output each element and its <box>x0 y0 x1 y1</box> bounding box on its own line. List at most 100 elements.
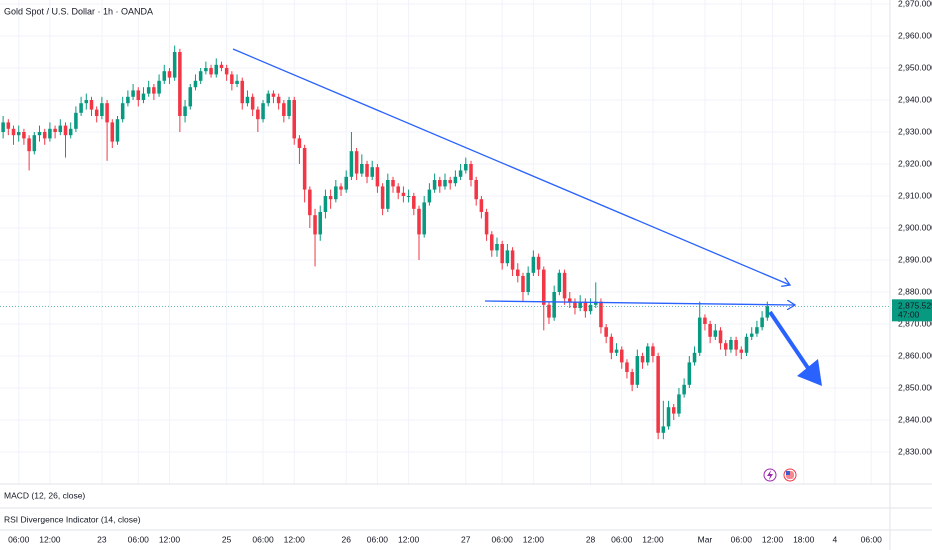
y-tick-label: 2,940.000 <box>898 94 932 104</box>
candle-body <box>349 151 354 177</box>
y-tick-label: 2,910.000 <box>898 190 932 200</box>
candle-body <box>42 132 47 139</box>
candle-body <box>302 148 307 190</box>
candle-body <box>271 93 276 97</box>
x-tick-label: 12:00 <box>284 534 306 544</box>
candle-body <box>510 250 515 270</box>
candle-body <box>739 349 744 353</box>
candle-body <box>126 96 130 104</box>
candle-body <box>604 327 608 337</box>
candle-body <box>671 407 676 414</box>
candle-body <box>516 269 520 276</box>
candle-body <box>365 164 369 177</box>
x-tick-label: 12:00 <box>39 534 61 544</box>
candle-body <box>48 128 52 139</box>
last-price-box <box>892 299 932 322</box>
candle-body <box>614 349 619 353</box>
x-tick-label: Mar <box>698 534 713 544</box>
candle-body <box>120 103 125 120</box>
candle-body <box>334 186 338 200</box>
candle-body <box>58 125 63 132</box>
candle-body <box>729 340 733 350</box>
y-tick-label: 2,850.000 <box>898 382 932 392</box>
candle-body <box>53 128 57 132</box>
candle-body <box>391 180 395 187</box>
x-tick-label: 06:00 <box>252 534 274 544</box>
candle-body <box>16 132 21 136</box>
candle-body <box>765 306 770 318</box>
candle-body <box>219 64 224 68</box>
x-tick-label: 4 <box>833 534 838 544</box>
candle-body <box>360 164 364 174</box>
y-tick-label: 2,920.000 <box>898 158 932 168</box>
y-tick-label: 2,930.000 <box>898 126 932 136</box>
x-tick-label: 23 <box>97 534 107 544</box>
candle-body <box>84 100 89 104</box>
candle-body <box>552 292 556 318</box>
candle-body <box>443 180 447 187</box>
candle-body <box>328 196 333 200</box>
x-tick-label: 26 <box>341 534 351 544</box>
candle-body <box>308 189 312 216</box>
candle-body <box>458 170 463 177</box>
candle-body <box>261 103 265 120</box>
candle-body <box>474 180 478 200</box>
candle-body <box>240 80 245 104</box>
candle-body <box>687 362 692 385</box>
candle-body <box>490 234 494 251</box>
y-tick-label: 2,900.000 <box>898 222 932 232</box>
candle-body <box>432 180 437 190</box>
candle-body <box>500 244 504 264</box>
candle-body <box>422 202 426 235</box>
candle-body <box>276 96 281 104</box>
candle-body <box>94 109 99 116</box>
candle-body <box>74 112 78 129</box>
candle-body <box>204 68 208 72</box>
y-tick-label: 2,890.000 <box>898 254 932 264</box>
candle-body <box>609 336 614 353</box>
candle-body <box>105 103 109 123</box>
candle-body <box>89 100 94 110</box>
candle-body <box>37 132 42 136</box>
x-tick-label: 18:00 <box>793 534 815 544</box>
candle-body <box>11 128 16 136</box>
candle-body <box>479 199 484 212</box>
candle-body <box>167 71 172 78</box>
candle-body <box>484 212 489 235</box>
candle-body <box>198 71 203 81</box>
candle-body <box>542 269 546 305</box>
candle-body <box>562 272 567 299</box>
candle-body <box>593 301 598 305</box>
candle-body <box>703 317 707 324</box>
x-tick-label: 25 <box>222 534 232 544</box>
candle-body <box>526 272 530 292</box>
candle-body <box>635 356 640 385</box>
candle-body <box>63 125 68 136</box>
y-tick-label: 2,830.000 <box>898 446 932 456</box>
candle-body <box>406 196 411 197</box>
candle-body <box>656 356 660 433</box>
candle-body <box>141 93 146 100</box>
candle-body <box>573 301 577 308</box>
candle-body <box>297 138 302 148</box>
candle-body <box>152 87 156 94</box>
forecast-arrow <box>768 310 822 386</box>
candle-body <box>193 80 198 88</box>
y-tick-label: 2,970.000 <box>898 0 932 8</box>
candle-body <box>448 180 452 184</box>
candle-body <box>464 164 468 171</box>
y-tick-label: 2,860.000 <box>898 350 932 360</box>
candle-body <box>344 176 348 190</box>
candle-body <box>630 372 634 385</box>
candle-body <box>250 96 255 110</box>
candle-body <box>323 196 328 212</box>
candle-body <box>469 164 473 180</box>
x-tick-label: 06:00 <box>492 534 514 544</box>
candle-body <box>162 71 167 81</box>
candle-body <box>718 330 723 344</box>
candle-body <box>531 256 536 273</box>
x-tick-label: 12:00 <box>642 534 664 544</box>
candle-body <box>734 340 738 350</box>
x-tick-label: 27 <box>461 534 471 544</box>
event-icons <box>763 468 797 482</box>
